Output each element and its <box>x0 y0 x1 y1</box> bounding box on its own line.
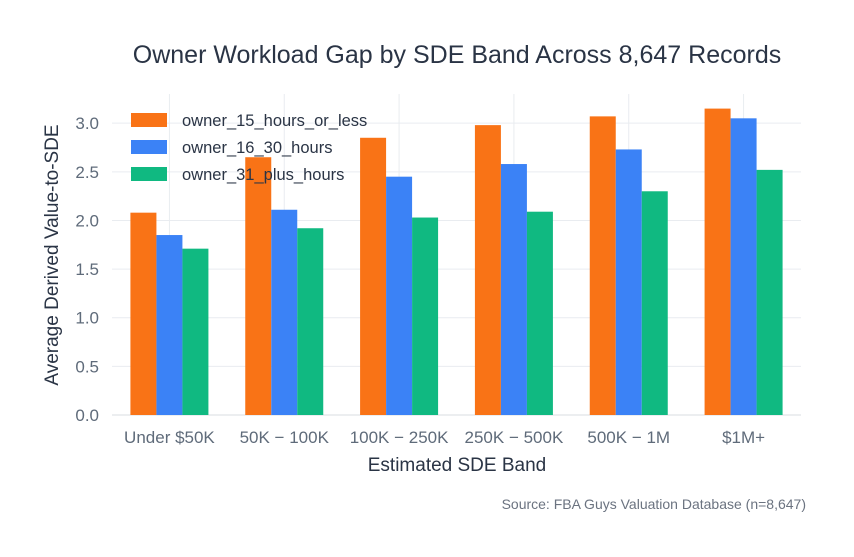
bar <box>500 164 527 415</box>
x-tick-label: 50K − 100K <box>240 428 330 447</box>
bar <box>412 217 439 415</box>
legend-swatch <box>131 113 167 127</box>
y-tick-label: 2.5 <box>75 163 99 182</box>
bars <box>130 108 783 416</box>
bar <box>271 209 298 415</box>
bar <box>297 228 324 415</box>
y-tick-label: 0.0 <box>75 406 99 425</box>
x-tick-labels: Under $50K 50K − 100K 100K − 250K 250K − 50… <box>124 428 765 447</box>
y-tick-label: 2.0 <box>75 211 99 230</box>
bar <box>756 169 783 415</box>
bar <box>130 212 157 415</box>
legend-swatch <box>131 140 167 154</box>
y-tick-label: 0.5 <box>75 357 99 376</box>
x-tick-label: 250K − 500K <box>465 428 564 447</box>
bar <box>474 125 501 416</box>
y-axis-title: Average Derived Value-to-SDE <box>42 124 63 385</box>
y-tick-label: 1.5 <box>75 260 99 279</box>
bar <box>156 235 183 415</box>
bar <box>641 191 668 415</box>
bar <box>730 118 757 416</box>
y-tick-labels: 0.0 0.5 1.0 1.5 2.0 2.5 3.0 <box>75 114 99 425</box>
x-tick-label: Under $50K <box>124 428 215 447</box>
bar <box>182 248 209 415</box>
bar <box>704 108 731 415</box>
source-note: Source: FBA Guys Valuation Database (n=8… <box>502 496 806 512</box>
bar <box>360 137 387 416</box>
x-tick-label: 100K − 250K <box>350 428 449 447</box>
bar <box>589 116 616 415</box>
legend-label: owner_15_hours_or_less <box>182 112 367 130</box>
y-tick-label: 1.0 <box>75 309 99 328</box>
x-axis-title: Estimated SDE Band <box>368 455 546 476</box>
bar <box>245 157 272 415</box>
bar <box>615 149 642 416</box>
chart-title: Owner Workload Gap by SDE Band Across 8,… <box>133 41 781 69</box>
legend-label: owner_31_plus_hours <box>182 166 344 184</box>
bar <box>386 176 413 415</box>
legend-swatch <box>131 167 167 181</box>
bar <box>526 211 553 415</box>
legend: owner_15_hours_or_less owner_16_30_hourso… <box>131 112 367 184</box>
y-tick-label: 3.0 <box>75 114 99 133</box>
legend-label: owner_16_30_hours <box>182 139 332 157</box>
x-tick-label: $1M+ <box>722 428 765 447</box>
x-tick-label: 500K − 1M <box>587 428 670 447</box>
